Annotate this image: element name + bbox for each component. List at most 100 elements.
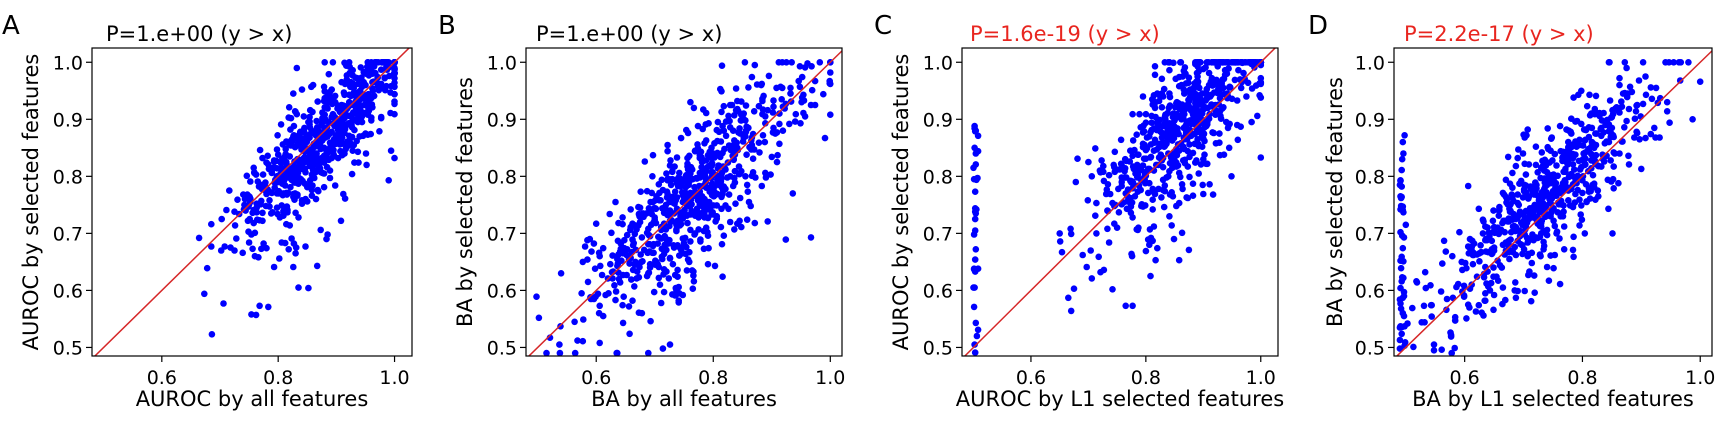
scatter-point	[1087, 247, 1094, 254]
scatter-point	[302, 243, 309, 250]
scatter-point	[705, 198, 713, 206]
scatter-point	[1503, 199, 1510, 206]
plot-frame	[525, 47, 843, 357]
scatter-point	[332, 132, 340, 139]
scatter-point	[742, 173, 749, 180]
scatter-point	[1466, 235, 1474, 243]
scatter-point	[1478, 309, 1485, 317]
scatter-point	[306, 106, 314, 114]
scatter-point	[253, 209, 260, 216]
y-tick-label: 1.0	[923, 52, 953, 74]
scatter-point	[1115, 209, 1123, 216]
scatter-point	[787, 98, 795, 105]
scatter-point	[1173, 113, 1180, 120]
scatter-point	[1516, 209, 1524, 217]
scatter-point	[684, 219, 691, 227]
scatter-point	[717, 85, 724, 93]
scatter-point	[1396, 336, 1404, 344]
panel-b: B P=1.e+00 (y > x) 0.6 0.8 1.0 0.5 0.6 0…	[438, 11, 845, 411]
scatter-point	[1525, 161, 1533, 168]
scatter-point	[782, 100, 790, 108]
scatter-point	[1194, 73, 1201, 80]
scatter-point	[1490, 264, 1497, 271]
scatter-points	[533, 59, 834, 356]
scatter-point	[255, 183, 263, 190]
scatter-point	[1562, 165, 1569, 173]
y-tick-label: 0.5	[53, 337, 83, 359]
scatter-point	[273, 173, 281, 180]
scatter-point	[1500, 191, 1508, 198]
scatter-point	[262, 202, 270, 210]
scatter-point	[317, 169, 325, 176]
scatter-point	[266, 188, 273, 195]
scatter-point	[623, 231, 631, 239]
scatter-point	[1118, 178, 1125, 186]
scatter-point	[273, 146, 281, 153]
scatter-point	[702, 109, 710, 117]
y-axis-label: BA by selected features	[453, 77, 477, 327]
scatter-point	[391, 98, 398, 105]
scatter-point	[1115, 185, 1122, 193]
scatter-point	[1247, 59, 1255, 66]
scatter-point	[1402, 221, 1410, 229]
scatter-point	[1592, 196, 1599, 203]
scatter-point	[1129, 152, 1136, 160]
scatter-point	[1651, 124, 1658, 132]
scatter-point	[611, 282, 618, 289]
scatter-point	[283, 220, 290, 228]
scatter-point	[1186, 117, 1194, 124]
scatter-point	[1410, 343, 1417, 351]
scatter-point	[1642, 91, 1650, 99]
scatter-point	[262, 179, 269, 186]
scatter-point	[1440, 237, 1448, 245]
scatter-point	[761, 138, 769, 146]
scatter-point	[1142, 119, 1150, 126]
scatter-point	[715, 162, 722, 169]
scatter-point	[1605, 121, 1613, 128]
scatter-point	[667, 181, 675, 189]
scatter-point	[1543, 263, 1551, 271]
identity-line	[963, 48, 1277, 356]
scatter-point	[711, 262, 719, 270]
scatter-point	[1175, 82, 1183, 90]
scatter-point	[323, 235, 330, 243]
scatter-point	[1233, 97, 1241, 104]
scatter-point	[738, 223, 745, 231]
y-tick-label: 0.5	[1355, 337, 1385, 359]
scatter-point	[971, 341, 978, 348]
scatter-point	[1606, 97, 1614, 104]
scatter-point	[1400, 234, 1408, 241]
scatter-point	[1248, 118, 1255, 126]
scatter-point	[673, 154, 681, 161]
scatter-point	[645, 349, 652, 356]
scatter-point	[1142, 155, 1150, 162]
scatter-point	[680, 193, 688, 200]
scatter-point	[1189, 192, 1197, 199]
scatter-point	[970, 303, 978, 311]
scatter-point	[971, 215, 979, 223]
p-value-title: P=1.e+00 (y > x)	[536, 22, 722, 46]
scatter-point	[305, 118, 312, 126]
scatter-point	[788, 59, 795, 66]
scatter-point	[1142, 110, 1150, 118]
scatter-point	[1185, 96, 1192, 104]
identity-line	[1395, 50, 1712, 356]
identity-line	[93, 48, 411, 356]
scatter-point	[807, 101, 815, 109]
scatter-point	[719, 273, 726, 281]
scatter-point	[631, 283, 638, 290]
scatter-point	[1477, 248, 1485, 256]
scatter-point	[1507, 228, 1515, 236]
scatter-point	[757, 81, 765, 89]
scatter-point	[1234, 136, 1242, 144]
scatter-point	[1148, 112, 1155, 120]
scatter-point	[1468, 281, 1475, 289]
scatter-point	[1490, 228, 1498, 235]
scatter-point	[309, 173, 316, 180]
scatter-point	[685, 172, 692, 180]
scatter-point	[1499, 284, 1507, 291]
scatter-point	[325, 118, 333, 126]
scatter-point	[1585, 185, 1593, 192]
scatter-point	[1502, 296, 1509, 304]
scatter-point	[1204, 94, 1212, 101]
